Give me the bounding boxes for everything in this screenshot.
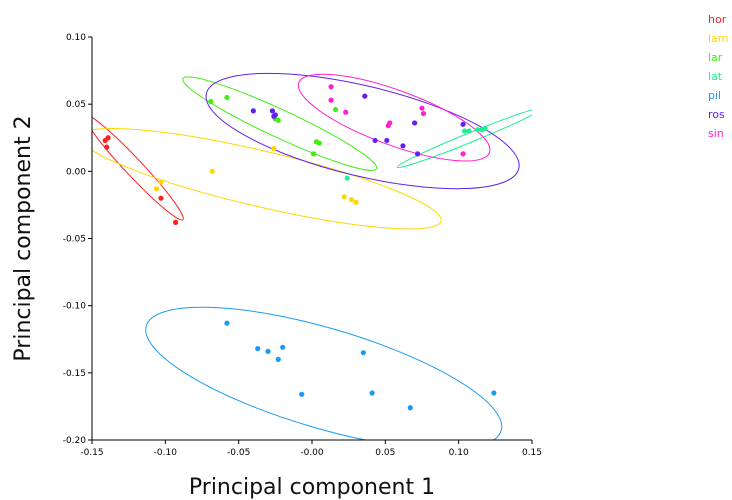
point-lam xyxy=(158,179,164,185)
point-hor xyxy=(104,144,110,150)
y-tick-label: -0.05 xyxy=(63,235,86,245)
legend-item-hor: hor xyxy=(708,13,727,26)
point-sin xyxy=(387,120,393,126)
ellipse-sin xyxy=(297,73,491,162)
point-hor xyxy=(105,135,111,141)
point-ros xyxy=(250,108,256,114)
point-sin xyxy=(420,110,427,117)
legend-item-lat: lat xyxy=(708,70,723,83)
point-sin xyxy=(343,109,349,115)
point-ros xyxy=(372,137,378,144)
ellipse-pil xyxy=(145,306,503,440)
point-sin xyxy=(328,84,334,90)
legend-item-sin: sin xyxy=(708,127,724,140)
legend-item-lar: lar xyxy=(708,51,723,64)
axes: -0.15 -0.10 -0.05 -0.00 0.05 0.10 0.15 -0.20-0… xyxy=(63,33,542,458)
y-tick-label: 0.00 xyxy=(66,167,86,177)
ellipse-lam xyxy=(92,127,442,230)
point-lat xyxy=(482,125,488,131)
data-points xyxy=(102,84,497,411)
point-ros xyxy=(269,108,275,114)
y-axis-title: Principal component 2 xyxy=(11,115,36,361)
point-lat xyxy=(475,127,481,133)
point-lar xyxy=(332,106,339,113)
point-ros xyxy=(272,112,278,118)
x-tick-label: 0.15 xyxy=(522,448,542,458)
x-tick-label: -0.15 xyxy=(80,448,103,458)
point-lat xyxy=(461,128,468,134)
point-sin xyxy=(419,105,425,111)
ellipse-hor xyxy=(92,114,184,221)
ellipse-ros xyxy=(205,72,520,190)
point-ros xyxy=(412,120,418,126)
x-axis-title: Principal component 1 xyxy=(189,475,435,500)
y-ticks: -0.20 -0.15 -0.10 -0.05 0.00 0.05 0.10 xyxy=(63,33,92,446)
point-sin xyxy=(328,97,334,103)
point-lar xyxy=(275,117,281,123)
point-pil xyxy=(224,320,230,326)
point-pil xyxy=(369,390,375,396)
point-lam xyxy=(341,194,347,200)
x-tick-label: 0.05 xyxy=(375,448,395,458)
confidence-ellipses xyxy=(92,72,532,440)
point-pil xyxy=(407,405,413,411)
point-lam xyxy=(209,168,215,174)
point-ros xyxy=(384,137,390,144)
point-lam xyxy=(271,145,277,152)
point-hor xyxy=(158,195,164,201)
y-tick-label: -0.10 xyxy=(63,302,87,312)
y-tick-label: 0.10 xyxy=(66,33,86,43)
point-lam xyxy=(349,196,355,203)
point-pil xyxy=(299,391,305,397)
point-ros xyxy=(400,143,406,149)
point-lam xyxy=(153,186,160,192)
legend-item-ros: ros xyxy=(708,108,725,121)
y-tick-label: -0.15 xyxy=(63,369,86,379)
point-pil xyxy=(265,348,271,354)
legend: hor lam lar lat pil ros sin xyxy=(708,13,729,140)
legend-item-pil: pil xyxy=(708,89,721,102)
point-hor xyxy=(173,219,179,225)
point-pil xyxy=(280,344,286,350)
point-ros xyxy=(415,151,421,157)
point-lar xyxy=(310,151,317,157)
x-tick-label: -0.10 xyxy=(154,448,178,458)
y-tick-label: -0.20 xyxy=(63,436,87,446)
ellipse-lar xyxy=(182,76,378,171)
point-pil xyxy=(255,346,261,352)
y-tick-label: 0.05 xyxy=(66,100,86,110)
point-ros xyxy=(362,93,368,99)
point-sin xyxy=(460,151,466,157)
point-lat xyxy=(344,175,350,181)
point-pil xyxy=(275,356,281,362)
x-ticks: -0.15 -0.10 -0.05 -0.00 0.05 0.10 0.15 xyxy=(80,440,542,458)
x-tick-label: 0.10 xyxy=(449,448,469,458)
point-pil xyxy=(360,350,366,356)
ellipse-lat xyxy=(396,107,532,169)
point-lar xyxy=(208,98,214,105)
point-lam xyxy=(353,199,359,205)
legend-item-lam: lam xyxy=(708,32,729,45)
point-lat xyxy=(466,128,472,134)
point-pil xyxy=(491,390,497,396)
point-ros xyxy=(460,121,466,127)
point-lar xyxy=(224,94,230,101)
x-tick-label: -0.00 xyxy=(300,448,324,458)
x-tick-label: -0.05 xyxy=(227,448,250,458)
point-lar xyxy=(316,140,322,146)
